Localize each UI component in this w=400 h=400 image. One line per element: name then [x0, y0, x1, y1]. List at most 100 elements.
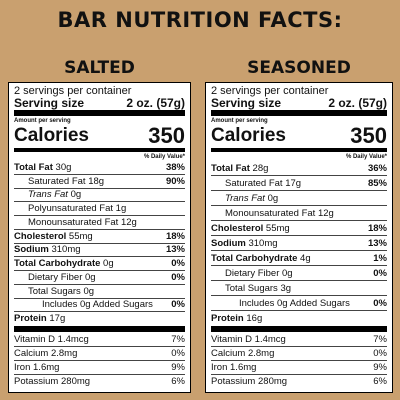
nutrient-dv: 18% — [367, 222, 387, 234]
vitamin-left: Calcium 2.8mg — [14, 348, 77, 359]
vitamin-dv: 7% — [171, 334, 185, 345]
vitamin-row: Calcium 2.8mg 0% — [211, 347, 387, 361]
vitamin-row: Vitamin D 1.4mcg 7% — [211, 333, 387, 347]
page-title: BAR NUTRITION FACTS: — [57, 8, 343, 32]
nutrient-left: Saturated Fat 18g — [28, 176, 104, 187]
nutrient-name: Cholesterol — [14, 230, 67, 242]
nutrient-row: Includes 0g Added Sugars 0% — [14, 299, 185, 313]
nutrient-amount: 0g — [83, 285, 95, 297]
divider — [211, 148, 387, 152]
nutrient-row: Total Carbohydrate 0g 0% — [14, 257, 185, 271]
vitamin-left: Potassium 280mg — [211, 376, 287, 387]
nutrient-name: Monounsaturated Fat — [28, 216, 119, 228]
nutrient-row: Monounsaturated Fat 12g — [211, 206, 387, 221]
divider — [14, 110, 185, 116]
vitamin-amount: 280mg — [61, 376, 91, 387]
serving-size: Serving size 2 oz. (57g) — [14, 96, 185, 110]
nutrient-name: Sodium — [211, 237, 246, 249]
amount-per-serving: Amount per serving — [14, 118, 71, 124]
vitamin-name: Calcium — [14, 348, 49, 359]
calories: Calories 350 — [211, 123, 387, 148]
nutrient-amount: 0g — [103, 258, 114, 270]
nutrient-left: Total Sugars 0g — [28, 286, 94, 297]
nutrient-left: Monounsaturated Fat 12g — [28, 217, 137, 228]
nutrient-amount: 28g — [252, 162, 269, 174]
nutrient-name: Total Fat — [14, 161, 53, 173]
nutrient-left: Monounsaturated Fat 12g — [225, 208, 334, 219]
vitamin-left: Calcium 2.8mg — [211, 348, 274, 359]
nutrient-left: Total Carbohydrate 0g — [14, 258, 114, 269]
vitamin-dv: 9% — [373, 362, 387, 373]
nutrient-amount: 30g — [55, 161, 72, 173]
vitamin-amount: 1.4mcg — [57, 334, 89, 345]
divider — [211, 110, 387, 116]
vitamin-name: Potassium — [14, 376, 59, 387]
nutrient-row: Total Sugars 0g — [14, 285, 185, 299]
nutrient-amount: 16g — [246, 312, 263, 324]
nutrient-name: Cholesterol — [211, 222, 264, 234]
vitamin-amount: 2.8mg — [50, 348, 78, 359]
nutrient-name: Total Sugars — [28, 285, 81, 297]
nutrient-row: Polyunsaturated Fat 1g — [14, 202, 185, 216]
nutrition-panel: 2 servings per container Serving size 2 oz… — [205, 82, 393, 393]
calories: Calories 350 — [14, 123, 185, 148]
serving-size: Serving size 2 oz. (57g) — [211, 95, 387, 110]
vitamin-name: Calcium — [211, 348, 246, 359]
nutrient-name: Total Carbohydrate — [211, 252, 298, 264]
nutrient-amount: 310mg — [51, 244, 81, 256]
nutrient-left: Dietary Fiber 0g — [225, 268, 293, 279]
serving-size-value: 2 oz. (57g) — [328, 95, 387, 110]
nutrient-dv: 90% — [165, 175, 185, 187]
nutrient-dv: 1% — [373, 252, 387, 264]
nutrient-name: Includes 0g Added Sugars — [42, 299, 153, 311]
vitamin-amount: 2.8mg — [247, 348, 275, 359]
vitamin-left: Iron 1.6mg — [14, 362, 59, 373]
nutrient-left: Total Fat 28g — [211, 163, 268, 174]
nutrient-rows: Total Fat 28g 36% Saturated Fat 17g 85% Tran… — [211, 161, 387, 325]
nutrient-dv: 0% — [171, 271, 185, 283]
vitamin-row: Iron 1.6mg 9% — [211, 361, 387, 375]
nutrient-row: Sodium 310mg 13% — [14, 244, 185, 258]
vitamin-amount: 1.4mcg — [254, 334, 286, 345]
daily-value-header-text: % Daily Value* — [143, 154, 185, 160]
vitamin-dv: 9% — [171, 362, 185, 373]
servings: 2 servings per container — [14, 84, 132, 97]
calories-label: Calories — [211, 125, 286, 146]
vitamin-name: Potassium — [211, 376, 256, 387]
nutrient-name: Sodium — [14, 244, 49, 256]
nutrient-row: Total Fat 30g 38% — [14, 161, 185, 175]
nutrient-dv: 38% — [165, 161, 185, 173]
vitamin-dv: 7% — [373, 334, 387, 345]
nutrient-row: Dietary Fiber 0g 0% — [14, 271, 185, 285]
nutrient-name: Dietary Fiber — [28, 271, 83, 283]
nutrient-left: Protein 17g — [14, 313, 65, 324]
vitamin-dv: 6% — [373, 376, 387, 387]
nutrient-amount: 55mg — [265, 222, 290, 234]
nutrient-amount: 17g — [49, 313, 66, 325]
nutrition-panel: 2 servings per container Serving size 2 oz… — [8, 82, 191, 393]
nutrient-name: Trans Fat — [28, 189, 68, 201]
nutrient-name: Saturated Fat — [28, 175, 86, 187]
vitamin-name: Iron — [14, 362, 31, 373]
nutrient-amount: 12g — [317, 207, 334, 219]
vitamin-left: Iron 1.6mg — [211, 362, 256, 373]
nutrient-name: Total Carbohydrate — [14, 258, 101, 270]
divider — [14, 148, 185, 152]
nutrient-amount: 0g — [267, 192, 279, 204]
nutrient-row: Total Fat 28g 36% — [211, 161, 387, 176]
nutrient-row: Saturated Fat 17g 85% — [211, 176, 387, 191]
nutrient-dv: 13% — [165, 244, 185, 256]
nutrient-dv: 36% — [367, 162, 387, 174]
vitamin-row: Potassium 280mg 6% — [14, 375, 185, 388]
nutrient-name: Saturated Fat — [225, 177, 283, 189]
nutrient-left: Protein 16g — [211, 313, 262, 324]
nutrient-row: Protein 17g — [14, 312, 185, 325]
vitamin-amount: 1.6mg — [230, 362, 257, 373]
nutrient-left: Includes 0g Added Sugars — [239, 298, 350, 309]
nutrient-row: Includes 0g Added Sugars 0% — [211, 296, 387, 311]
vitamin-dv: 0% — [373, 348, 387, 359]
nutrient-row: Dietary Fiber 0g 0% — [211, 266, 387, 281]
servings: 2 servings per container — [211, 84, 329, 97]
nutrient-left: Cholesterol 55mg — [211, 223, 290, 234]
